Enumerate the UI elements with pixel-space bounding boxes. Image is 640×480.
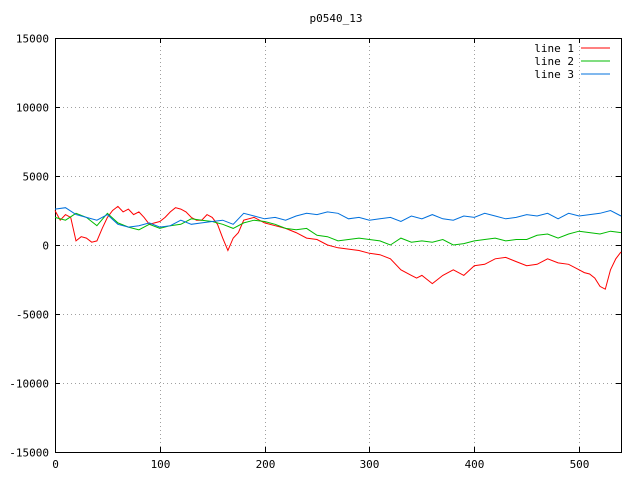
y-tick-label: 15000 (16, 33, 49, 46)
y-tick-label: -10000 (9, 378, 49, 391)
legend-label: line 1 (534, 42, 574, 55)
plot-frame (55, 38, 622, 453)
y-tick-label: 5000 (23, 171, 50, 184)
axis-ticks: 0 100 200 300 400 500 -15000 -10000 -5000 0 5000 10… (9, 33, 621, 471)
chart-title: p0540_13 (310, 12, 363, 25)
y-tick-label: 10000 (16, 102, 49, 115)
grid (55, 38, 621, 452)
y-tick-label: -15000 (9, 447, 49, 460)
x-tick-label: 0 (52, 458, 59, 471)
x-tick-label: 400 (465, 458, 485, 471)
series-line-2 (54, 212, 622, 246)
y-tick-label: -5000 (16, 309, 49, 322)
series-lines (54, 205, 622, 290)
legend-label: line 2 (534, 55, 574, 68)
series-line-1 (54, 205, 622, 290)
x-tick-label: 100 (151, 458, 171, 471)
x-tick-label: 200 (256, 458, 276, 471)
x-tick-label: 500 (570, 458, 590, 471)
legend-label: line 3 (534, 68, 574, 81)
y-tick-label: 0 (42, 240, 49, 253)
x-tick-label: 300 (360, 458, 380, 471)
series-line-3 (54, 207, 622, 228)
